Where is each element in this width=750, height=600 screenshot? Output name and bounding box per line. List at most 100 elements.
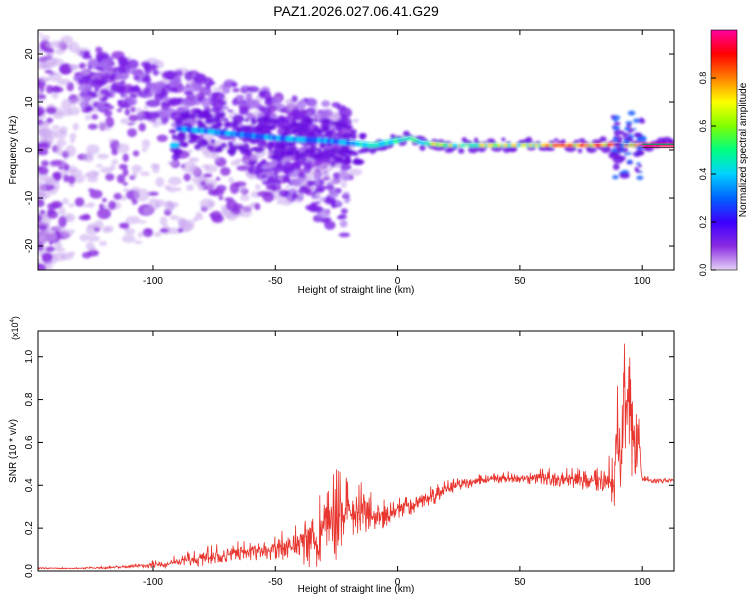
spectrogram-blob: [289, 171, 299, 178]
spectrogram-blob: [58, 215, 67, 228]
spectrogram-blob: [121, 75, 128, 80]
spectrogram-blob: [270, 170, 275, 175]
spectrogram-blob: [669, 138, 674, 145]
spectrogram-x-tick-label: -100: [143, 276, 163, 287]
spectrogram-blob: [53, 171, 62, 182]
spectrogram-blobs: [38, 32, 674, 270]
spectrogram-blob: [624, 152, 628, 156]
spectrogram-blob: [226, 121, 231, 126]
spectrogram-blob: [58, 166, 64, 170]
spectrogram-blob: [63, 163, 70, 171]
snr-x-tick-label: 0: [395, 577, 401, 588]
spectrogram-blob: [592, 139, 602, 144]
spectrogram-blob: [322, 151, 335, 159]
colorbar-tick-label: 0.2: [698, 216, 708, 229]
svg-text:(x104): (x104): [10, 316, 20, 340]
spectrogram-blob: [38, 258, 43, 263]
snr-plot-area: [38, 331, 674, 571]
spectrogram-blob: [271, 183, 277, 192]
spectrogram-x-tick-label: 0: [395, 276, 401, 287]
spectrogram-blob: [180, 164, 186, 168]
spectrogram-blob: [288, 188, 295, 195]
spectrogram-blob: [199, 198, 215, 210]
spectrogram-blob: [95, 163, 104, 168]
spectrogram-blob: [286, 100, 295, 109]
spectrogram-blob: [45, 53, 53, 60]
spectrogram-blob: [297, 172, 307, 179]
spectrogram-blob: [139, 220, 147, 224]
spectrogram-blob: [260, 174, 268, 179]
spectrogram-blob: [306, 98, 318, 108]
spectrogram-blob: [612, 157, 624, 164]
spectrogram-blob: [286, 194, 293, 203]
spectrogram-blob: [97, 208, 112, 220]
spectrogram-blob: [220, 166, 231, 176]
spectrogram-blob: [510, 147, 517, 152]
spectrogram-blob: [98, 62, 109, 69]
spectrogram-blob: [184, 71, 194, 81]
spectrogram-x-tick-label: 50: [514, 276, 526, 287]
spectrogram-blob: [122, 181, 128, 186]
spectrogram-blob: [54, 247, 66, 252]
spectrogram-blob: [248, 160, 258, 165]
spectrogram-blob: [192, 139, 198, 143]
spectrogram-blob: [261, 159, 267, 164]
spectrogram-blob: [68, 99, 78, 106]
spectrogram-blob: [49, 159, 66, 167]
spectrogram-blob: [94, 219, 104, 230]
spectrogram-blob: [122, 168, 129, 177]
spectrogram-blob: [163, 96, 170, 103]
spectrogram-blob: [152, 164, 160, 174]
spectrogram-blob: [315, 129, 323, 136]
spectrogram-blob: [270, 159, 278, 166]
spectrogram-x-tick-label: 100: [634, 276, 651, 287]
snr-y-tick-label: 0.2: [24, 521, 35, 535]
spectrogram-blob: [154, 92, 165, 102]
spectrogram-blob: [218, 195, 224, 201]
snr-y-tick-label: 0.0: [24, 564, 35, 578]
colorbar-tick-label: 0.6: [698, 120, 708, 133]
spectrogram-blob: [272, 120, 281, 125]
spectrogram-blob: [87, 123, 98, 130]
spectrogram-blob: [329, 189, 339, 199]
spectrogram-blob: [72, 122, 80, 131]
spectrogram-blob: [45, 246, 56, 252]
spectrogram-blob: [204, 164, 218, 173]
spectrogram-blob: [350, 132, 357, 140]
spectrogram-blob: [573, 139, 580, 144]
spectrogram-blob: [269, 124, 277, 131]
spectrogram-blob: [59, 125, 68, 135]
spectrogram-blob: [46, 202, 60, 210]
spectrogram-blob: [84, 114, 92, 121]
spectrogram-blob: [133, 76, 140, 80]
spectrogram-blob: [108, 139, 116, 143]
colorbar-tick-label: 0.4: [698, 168, 708, 181]
snr-series-line: [38, 343, 674, 570]
spectrogram-blob: [332, 172, 341, 180]
spectrogram-blob: [202, 140, 210, 145]
spectrogram-blob: [118, 57, 127, 68]
spectrogram-blob: [159, 228, 169, 233]
spectrogram-blob: [51, 57, 58, 65]
spectrogram-blob: [298, 147, 306, 152]
spectrogram-blob: [291, 95, 298, 103]
spectrogram-blob: [41, 252, 53, 262]
spectrogram-blob: [231, 81, 238, 88]
spectrogram-blob: [58, 207, 66, 216]
spectrogram-blob: [291, 108, 301, 116]
spectrogram-x-tick-label: -50: [268, 276, 283, 287]
spectrogram-blob: [59, 64, 71, 75]
spectrogram-blob: [140, 171, 150, 177]
spectrogram-blob: [38, 57, 48, 65]
spectrogram-blob: [482, 141, 488, 144]
spectrogram-blob: [40, 35, 51, 41]
spectrogram-blob: [145, 228, 153, 233]
spectrogram-blob: [189, 165, 201, 176]
spectrogram-blob: [313, 117, 318, 123]
spectrogram-blob: [78, 214, 91, 221]
spectrogram-blob: [304, 188, 310, 192]
spectrogram-blob: [546, 147, 555, 152]
spectrogram-blob: [99, 88, 109, 96]
spectrogram-blob: [312, 194, 321, 200]
